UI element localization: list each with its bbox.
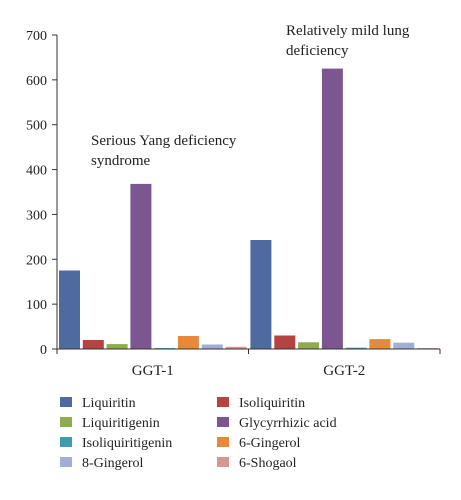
legend-swatch-8-gingerol	[60, 457, 72, 467]
y-tick-label: 700	[26, 29, 47, 44]
legend-label-liquiritin: Liquiritin	[82, 396, 136, 411]
y-tick-label: 500	[26, 119, 47, 134]
x-category-label: GGT-2	[323, 363, 365, 379]
y-tick-label: 100	[26, 298, 47, 313]
legend-label-6-gingerol: 6-Gingerol	[239, 436, 301, 451]
legend-swatch-isoliquiritin	[217, 397, 229, 407]
x-category-label: GGT-1	[132, 363, 174, 379]
annotation-2-line-2: deficiency	[286, 43, 349, 59]
legend-label-liquiritigenin: Liquiritigenin	[82, 416, 160, 431]
legend: Liquiritin Isoliquiritin Liquiritigenin Gly…	[60, 396, 337, 471]
bars-group	[59, 68, 438, 349]
legend-label-isoliquiritin: Isoliquiritin	[239, 396, 305, 411]
axes-group: 0 100 200 300 400 500 600 700 GGT-1 GGT-2	[26, 29, 441, 379]
annotation-2-line-1: Relatively mild lung	[286, 23, 410, 39]
legend-swatch-isoliquiritigenin	[60, 437, 72, 447]
legend-label-6-shogaol: 6-Shogaol	[239, 456, 297, 471]
bar-glycyrrhizic-acid-ggt-2	[321, 68, 343, 349]
y-tick-label: 400	[26, 164, 47, 179]
annotation-1-line-2: syndrome	[91, 153, 151, 169]
bar-isoliquiritigenin-ggt-2	[345, 347, 367, 349]
y-tick-label: 600	[26, 74, 47, 89]
bar-6-gingerol-ggt-2	[369, 339, 391, 349]
bar-8-gingerol-ggt-1	[201, 344, 223, 349]
y-tick-label: 0	[40, 343, 47, 358]
bar-isoliquiritin-ggt-2	[274, 335, 296, 349]
bar-glycyrrhizic-acid-ggt-1	[130, 183, 152, 349]
legend-swatch-6-shogaol	[217, 457, 229, 467]
annotations-group: Serious Yang deficiency syndrome Relativel…	[91, 23, 410, 169]
y-tick-label: 300	[26, 208, 47, 223]
annotation-1-line-1: Serious Yang deficiency	[91, 133, 237, 149]
bar-liquiritin-ggt-1	[59, 270, 80, 349]
legend-swatch-liquiritin	[60, 397, 72, 407]
bar-liquiritin-ggt-2	[250, 240, 272, 349]
legend-label-8-gingerol: 8-Gingerol	[82, 456, 144, 471]
bar-liquiritigenin-ggt-2	[298, 342, 320, 349]
bar-isoliquiritin-ggt-1	[82, 340, 104, 349]
legend-swatch-glycyrrhizic-acid	[217, 417, 229, 427]
bar-6-shogaol-ggt-1	[225, 346, 247, 349]
legend-label-isoliquiritigenin: Isoliquiritigenin	[82, 436, 172, 451]
legend-label-glycyrrhizic-acid: Glycyrrhizic acid	[239, 416, 337, 431]
bar-8-gingerol-ggt-2	[393, 342, 415, 349]
legend-swatch-6-gingerol	[217, 437, 229, 447]
legend-swatch-liquiritigenin	[60, 417, 72, 427]
y-tick-label: 200	[26, 253, 47, 268]
bar-liquiritigenin-ggt-1	[106, 344, 128, 349]
bar-6-gingerol-ggt-1	[177, 336, 199, 349]
